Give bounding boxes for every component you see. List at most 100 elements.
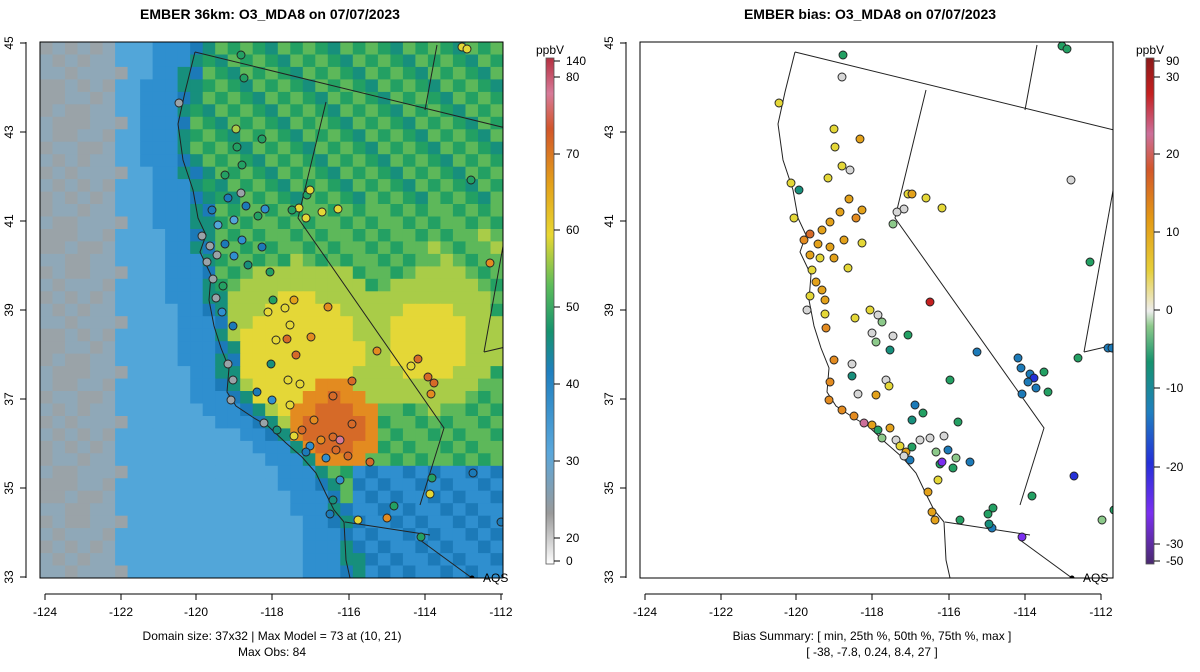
grid-cell	[440, 241, 454, 255]
grid-cell	[177, 378, 191, 392]
grid-cell	[165, 253, 179, 267]
grid-cell	[377, 403, 391, 417]
grid-cell	[390, 241, 404, 255]
bias-site	[867, 328, 877, 338]
grid-cell	[40, 391, 54, 405]
grid-cell	[340, 353, 354, 367]
grid-cell	[127, 416, 141, 430]
grid-cell	[227, 341, 241, 355]
bias-site	[830, 142, 840, 152]
grid-cell	[52, 341, 66, 355]
grid-cell	[315, 179, 329, 193]
grid-cell	[77, 328, 91, 342]
grid-cell	[65, 66, 79, 80]
grid-cell	[490, 465, 503, 479]
grid-cell	[327, 191, 341, 205]
grid-cell	[127, 166, 141, 180]
grid-cell	[127, 66, 141, 80]
grid-cell	[177, 253, 191, 267]
grid-cell	[352, 54, 366, 68]
grid-cell	[490, 154, 503, 168]
grid-cell	[77, 241, 91, 255]
grid-cell	[327, 141, 341, 155]
grid-cell	[90, 465, 104, 479]
grid-cell	[327, 241, 341, 255]
grid-cell	[190, 253, 204, 267]
bias-site	[857, 205, 867, 215]
obs-site	[220, 170, 230, 180]
grid-cell	[390, 166, 404, 180]
grid-cell	[452, 428, 466, 442]
grid-cell	[215, 540, 229, 554]
grid-cell	[152, 366, 166, 380]
grid-cell	[452, 328, 466, 342]
grid-cell	[352, 341, 366, 355]
grid-cell	[52, 565, 66, 578]
grid-cell	[152, 141, 166, 155]
grid-cell	[40, 216, 54, 230]
grid-cell	[115, 179, 129, 193]
grid-cell	[452, 440, 466, 454]
bias-site	[865, 305, 875, 315]
grid-cell	[402, 278, 416, 292]
grid-cell	[90, 391, 104, 405]
grid-cell	[265, 528, 279, 542]
grid-cell	[190, 191, 204, 205]
bias-site	[825, 217, 835, 227]
grid-cell	[52, 141, 66, 155]
grid-cell	[252, 91, 266, 105]
grid-cell	[177, 565, 191, 578]
grid-cell	[77, 366, 91, 380]
grid-cell	[140, 129, 154, 143]
left-y-tick: 39	[2, 303, 16, 317]
grid-cell	[65, 166, 79, 180]
right-y-tick: 39	[602, 303, 616, 317]
grid-cell	[402, 54, 416, 68]
grid-cell	[302, 465, 316, 479]
grid-cell	[365, 66, 379, 80]
grid-cell	[340, 465, 354, 479]
bias-site	[824, 395, 834, 405]
grid-cell	[127, 104, 141, 118]
grid-cell	[427, 403, 441, 417]
grid-cell	[315, 166, 329, 180]
grid-cell	[165, 216, 179, 230]
grid-cell	[277, 490, 291, 504]
grid-cell	[352, 490, 366, 504]
grid-cell	[227, 328, 241, 342]
bias-site	[786, 178, 796, 188]
grid-cell	[140, 216, 154, 230]
grid-cell	[415, 216, 429, 230]
grid-cell	[127, 204, 141, 218]
right-colorbar-tick: -10	[1166, 381, 1184, 395]
grid-cell	[402, 42, 416, 56]
bias-site	[931, 447, 941, 457]
grid-cell	[252, 328, 266, 342]
grid-cell	[277, 141, 291, 155]
bias-site	[983, 509, 993, 519]
obs-site	[272, 425, 282, 435]
bias-site	[829, 124, 839, 134]
grid-cell	[352, 428, 366, 442]
grid-cell	[377, 141, 391, 155]
grid-cell	[65, 229, 79, 243]
right-y-tick: 37	[602, 392, 616, 406]
grid-cell	[127, 565, 141, 578]
grid-cell	[315, 116, 329, 130]
grid-cell	[490, 440, 503, 454]
grid-cell	[152, 553, 166, 567]
grid-cell	[65, 353, 79, 367]
grid-cell	[365, 91, 379, 105]
grid-cell	[377, 54, 391, 68]
grid-cell	[315, 241, 329, 255]
grid-cell	[377, 278, 391, 292]
grid-cell	[40, 229, 54, 243]
grid-cell	[365, 303, 379, 317]
grid-cell	[140, 316, 154, 330]
grid-cell	[352, 166, 366, 180]
grid-cell	[240, 540, 254, 554]
grid-cell	[490, 66, 503, 80]
grid-cell	[377, 478, 391, 492]
grid-cell	[215, 403, 229, 417]
grid-cell	[340, 216, 354, 230]
